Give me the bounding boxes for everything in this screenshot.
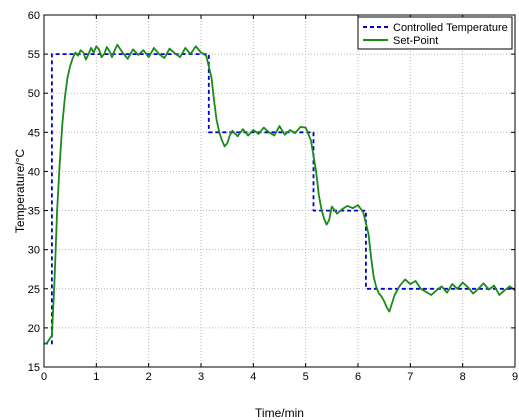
x-tick-label: 3: [198, 371, 204, 383]
y-tick-label: 55: [28, 49, 40, 61]
x-tick-label: 4: [250, 371, 256, 383]
legend: Controlled Temperature Set-Point: [357, 16, 513, 50]
series-line-set-point: [44, 43, 516, 345]
x-tick-label: 0: [41, 371, 47, 383]
legend-label-controlled-temperature: Controlled Temperature: [393, 22, 508, 34]
x-tick-label: 8: [460, 371, 466, 383]
y-tick-label: 35: [28, 206, 40, 218]
series-line-controlled-temperature: [44, 53, 515, 345]
y-tick-label: 30: [28, 245, 40, 257]
legend-label-set-point: Set-Point: [393, 35, 438, 47]
x-tick-label: 1: [93, 371, 99, 383]
series-layer: [44, 43, 516, 345]
y-tick-label: 15: [28, 362, 40, 374]
legend-box: [357, 16, 513, 50]
x-axis-label: Time/min: [255, 406, 304, 420]
y-axis-label: Temperature/°C: [13, 149, 27, 233]
y-tick-label: 40: [28, 166, 40, 178]
x-tick-label: 7: [407, 371, 413, 383]
x-tick-label: 2: [146, 371, 152, 383]
y-tick-label: 60: [28, 10, 40, 22]
y-tick-label: 45: [28, 127, 40, 139]
x-tick-label: 9: [512, 371, 518, 383]
y-tick-label: 20: [28, 323, 40, 335]
x-tick-label: 5: [303, 371, 309, 383]
x-tick-label: 6: [355, 371, 361, 383]
y-tick-label: 50: [28, 88, 40, 100]
y-tick-label: 25: [28, 284, 40, 296]
plot-frame: [43, 14, 516, 368]
